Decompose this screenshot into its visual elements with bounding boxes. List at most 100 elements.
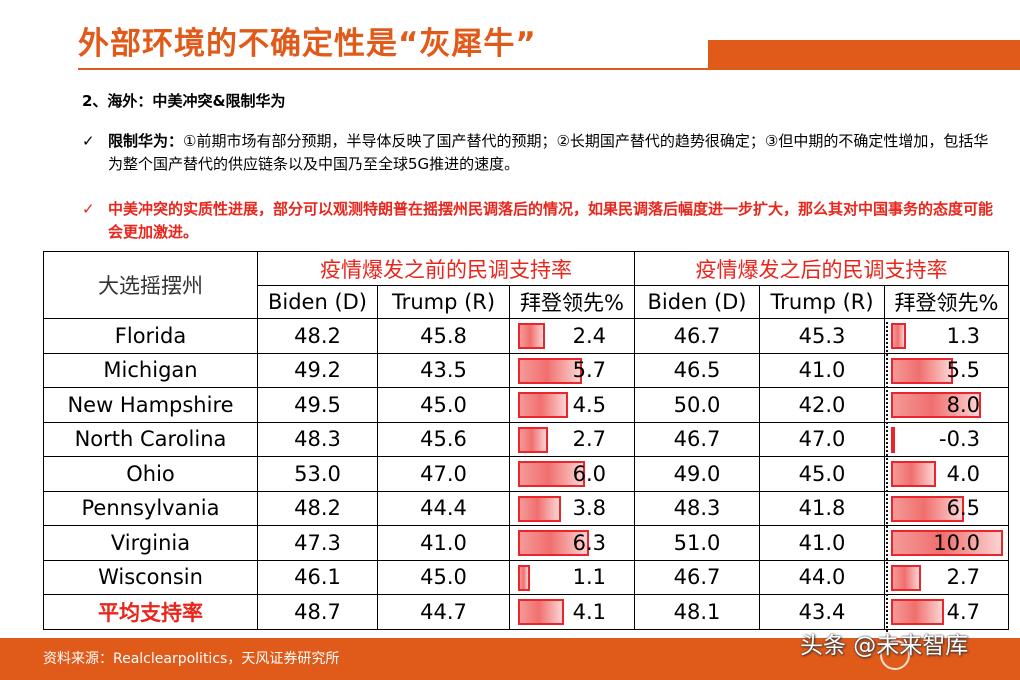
table-row: New Hampshire 49.5 45.0 4.5 50.0 42.0 8.0	[43, 387, 1009, 423]
trump-value: 41.0	[759, 352, 885, 388]
trump-value: 42.0	[759, 387, 885, 423]
lead-value: 6.5	[946, 496, 980, 521]
table-row: Ohio 53.0 47.0 6.0 49.0 45.0 4.0	[43, 456, 1009, 492]
lead-value: 3.8	[572, 496, 606, 521]
bullet-huawei: ✓ 限制华为：①前期市场有部分预期，半导体反映了国产替代的预期；②长期国产替代的…	[82, 130, 1002, 176]
lead-value: 4.7	[946, 599, 980, 624]
lead-bar	[518, 323, 545, 349]
biden-value: 49.0	[634, 456, 760, 492]
lead-value: 10.0	[933, 530, 980, 555]
bullet-heading: 限制华为：	[108, 132, 184, 150]
lead-value: 1.3	[946, 323, 980, 348]
lead-cell: 4.7	[884, 594, 1009, 630]
trump-value: 45.8	[377, 318, 510, 354]
biden-value: 46.7	[634, 318, 760, 354]
lead-bar	[891, 323, 906, 349]
col-header-biden: Biden (D)	[634, 285, 760, 319]
trump-value: 45.0	[759, 456, 885, 492]
lead-cell: 2.7	[884, 559, 1009, 595]
bullet-body: ①前期市场有部分预期，半导体反映了国产替代的预期；②长期国产替代的趋势很确定；③…	[108, 132, 989, 173]
col-header-lead: 拜登领先%	[509, 285, 635, 319]
corner-header: 大选摇摆州	[43, 251, 258, 319]
lead-bar	[891, 426, 895, 453]
checkmark-icon: ✓	[82, 132, 95, 150]
group-header-after: 疫情爆发之后的民调支持率	[634, 251, 1009, 286]
page-title: 外部环境的不确定性是“灰犀牛”	[78, 26, 537, 62]
lead-cell: -0.3	[884, 421, 1009, 457]
biden-value: 46.5	[634, 352, 760, 388]
lead-value: 6.0	[572, 461, 606, 486]
section-heading: 2、海外：中美冲突&限制华为	[82, 92, 286, 110]
lead-value: 4.1	[572, 599, 606, 624]
lead-cell: 4.0	[884, 456, 1009, 492]
state-name: Michigan	[43, 352, 258, 388]
lead-value: 8.0	[946, 392, 980, 417]
group-header-before: 疫情爆发之前的民调支持率	[257, 251, 635, 286]
lead-value: 4.0	[946, 461, 980, 486]
lead-bar	[891, 461, 936, 487]
trump-value: 45.0	[377, 387, 510, 423]
lead-cell: 4.1	[509, 594, 635, 630]
biden-value: 48.3	[634, 490, 760, 526]
lead-bar	[518, 357, 582, 384]
trump-value: 45.6	[377, 421, 510, 457]
lead-cell: 4.5	[509, 387, 635, 423]
lead-value: 5.5	[946, 358, 980, 383]
lead-bar	[891, 599, 944, 625]
lead-bar	[891, 357, 953, 384]
table-row: Wisconsin 46.1 45.0 1.1 46.7 44.0 2.7	[43, 559, 1009, 595]
biden-value: 51.0	[634, 525, 760, 561]
lead-value: 2.4	[572, 323, 606, 348]
state-name: Pennsylvania	[43, 490, 258, 526]
biden-value: 48.3	[257, 421, 378, 457]
poll-table: 大选摇摆州 疫情爆发之前的民调支持率 疫情爆发之后的民调支持率 Biden (D…	[43, 251, 1009, 630]
lead-cell: 6.3	[509, 525, 635, 561]
logo-icon	[880, 640, 910, 670]
trump-value: 44.7	[377, 594, 510, 630]
state-name: Wisconsin	[43, 559, 258, 595]
footer-source: 资料来源：Realclearpolitics，天风证券研究所	[43, 651, 340, 667]
lead-value: 1.1	[572, 565, 606, 590]
lead-value: 4.5	[572, 392, 606, 417]
lead-value: 2.7	[946, 565, 980, 590]
table-row: Florida 48.2 45.8 2.4 46.7 45.3 1.3	[43, 318, 1009, 354]
lead-bar	[891, 564, 922, 591]
biden-value: 49.2	[257, 352, 378, 388]
lead-cell: 6.0	[509, 456, 635, 492]
trump-value: 44.0	[759, 559, 885, 595]
lead-bar	[891, 392, 981, 418]
biden-value: 50.0	[634, 387, 760, 423]
trump-value: 43.5	[377, 352, 510, 388]
col-header-biden: Biden (D)	[257, 285, 378, 319]
title-underline	[78, 68, 708, 70]
trump-value: 41.0	[759, 525, 885, 561]
lead-bar	[518, 599, 564, 625]
state-name: New Hampshire	[43, 387, 258, 423]
lead-cell: 1.3	[884, 318, 1009, 354]
lead-bar	[518, 461, 586, 487]
lead-bar	[891, 530, 1003, 556]
footer-bar	[0, 638, 1020, 680]
checkmark-icon: ✓	[82, 200, 95, 218]
biden-value: 46.1	[257, 559, 378, 595]
biden-value: 48.2	[257, 490, 378, 526]
table-row: 平均支持率 48.7 44.7 4.1 48.1 43.4 4.7	[43, 594, 1009, 630]
lead-value: 6.3	[572, 530, 606, 555]
biden-value: 47.3	[257, 525, 378, 561]
bullet-text: 中美冲突的实质性进展，部分可以观测特朗普在摇摆州民调落后的情况，如果民调落后幅度…	[108, 200, 994, 241]
lead-value: 2.7	[572, 427, 606, 452]
bullet-conflict: ✓ 中美冲突的实质性进展，部分可以观测特朗普在摇摆州民调落后的情况，如果民调落后…	[82, 198, 1002, 244]
biden-value: 48.7	[257, 594, 378, 630]
lead-bar	[518, 426, 549, 453]
lead-cell: 8.0	[884, 387, 1009, 423]
lead-cell: 6.5	[884, 490, 1009, 526]
watermark: 头条 @未来智库	[800, 633, 969, 659]
lead-cell: 5.7	[509, 352, 635, 388]
trump-value: 45.0	[377, 559, 510, 595]
lead-cell: 2.4	[509, 318, 635, 354]
table-row: Michigan 49.2 43.5 5.7 46.5 41.0 5.5	[43, 352, 1009, 388]
table-row: Pennsylvania 48.2 44.4 3.8 48.3 41.8 6.5	[43, 490, 1009, 526]
col-header-trump: Trump (R)	[377, 285, 510, 319]
lead-cell: 5.5	[884, 352, 1009, 388]
trump-value: 45.3	[759, 318, 885, 354]
